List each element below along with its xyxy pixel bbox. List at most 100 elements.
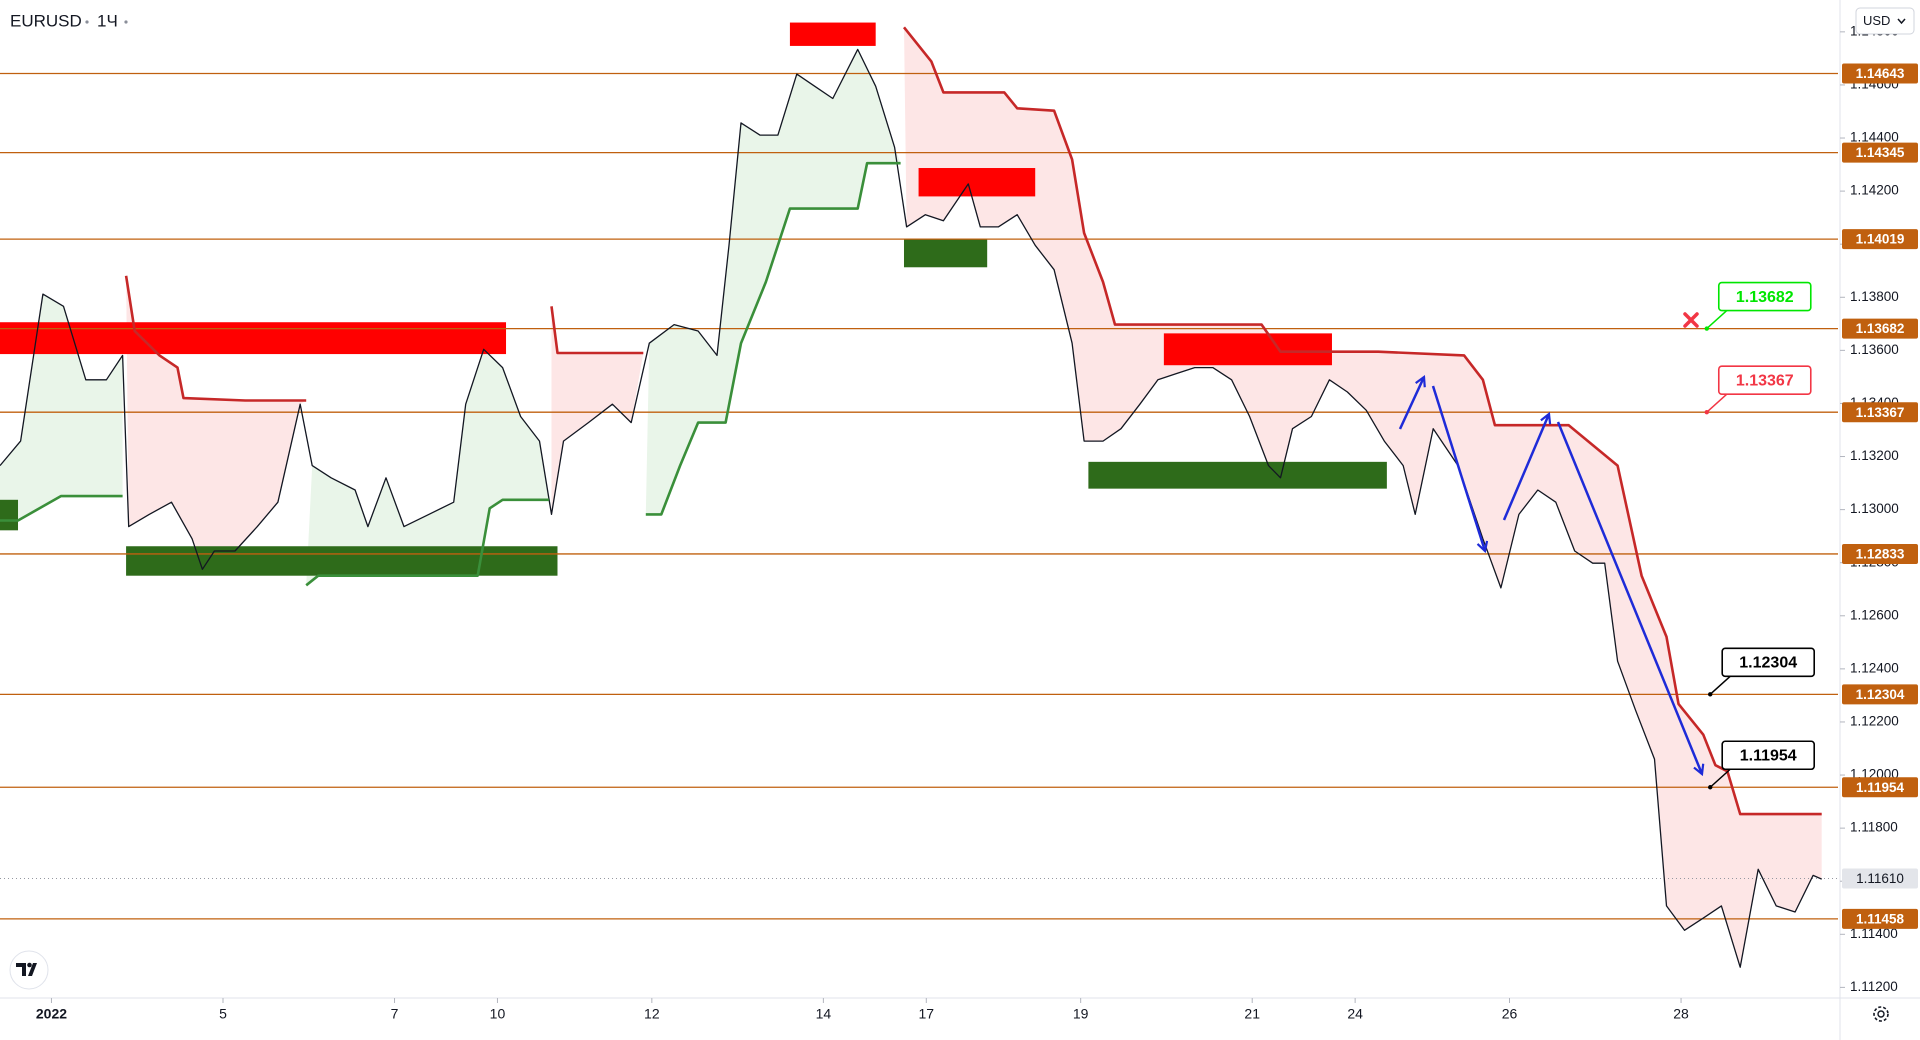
- y-tick-label: 1.11800: [1850, 820, 1898, 835]
- level-label: 1.14643: [1856, 66, 1905, 81]
- y-tick-label: 1.14200: [1850, 183, 1899, 198]
- zone: [903, 239, 988, 268]
- callout-label: 1.13682: [1736, 289, 1794, 306]
- x-tick-label: 12: [644, 1006, 660, 1022]
- annotation-arrows: [1398, 377, 1702, 774]
- level-label: 1.11954: [1856, 780, 1905, 795]
- level-label-box: [1842, 229, 1918, 250]
- time-axis: 2022 5 7 10 12 14 17 19 21 24 26 28: [36, 998, 1689, 1022]
- zone: [1088, 461, 1387, 489]
- callout-label: 1.13367: [1736, 372, 1794, 389]
- trend-fill: [645, 49, 901, 515]
- arrow: [1556, 421, 1702, 774]
- y-tick-label: 1.13200: [1850, 448, 1899, 463]
- trend-fill: [0, 294, 123, 521]
- x-tick-label: 10: [490, 1006, 506, 1022]
- level-label: 1.12304: [1856, 687, 1905, 702]
- callout-connector: [1709, 768, 1731, 788]
- currency-button[interactable]: USD: [1855, 7, 1915, 35]
- arrow: [1431, 385, 1485, 551]
- zone: [0, 322, 507, 355]
- separator-dot: [85, 20, 89, 24]
- x-tick-label: 5: [219, 1006, 227, 1022]
- callout-box: [1721, 740, 1816, 771]
- x-tick-label: 21: [1244, 1006, 1260, 1022]
- stop-line: [124, 26, 1822, 816]
- callout-anchor: [1708, 692, 1713, 697]
- stop-line: [0, 161, 901, 587]
- current-price-label: 1.11610: [1856, 871, 1904, 886]
- symbol-header: EURUSD 1Ч: [10, 11, 128, 30]
- zone: [918, 168, 1036, 197]
- x-tick-label: 14: [816, 1006, 832, 1022]
- arrow: [1398, 377, 1424, 430]
- price-line: [0, 48, 1822, 968]
- x-tick-label: 26: [1502, 1006, 1518, 1022]
- zone: [0, 499, 19, 531]
- callout-anchor: [1708, 785, 1713, 790]
- level-label: 1.14019: [1856, 232, 1905, 247]
- x-tick-label: 24: [1347, 1006, 1363, 1022]
- plot-area: [0, 22, 1838, 968]
- level-label-box: [1842, 318, 1918, 339]
- level-label-box: [1842, 142, 1918, 163]
- y-tick-label: 1.13800: [1850, 289, 1899, 304]
- y-tick-label: 1.13600: [1850, 342, 1899, 357]
- level-label: 1.11458: [1856, 911, 1905, 926]
- callout-label: 1.12304: [1739, 655, 1797, 672]
- trend-fill: [126, 275, 307, 570]
- settings-button[interactable]: [1873, 1006, 1889, 1022]
- x-tick-label: 2022: [36, 1006, 67, 1022]
- x-tick-label: 19: [1073, 1006, 1089, 1022]
- y-tick-label: 1.11200: [1850, 979, 1898, 994]
- current-price-box: [1842, 868, 1918, 889]
- x-tick-label: 28: [1673, 1006, 1689, 1022]
- trend-fill: [306, 349, 549, 586]
- level-label-box: [1842, 63, 1918, 84]
- zone: [126, 546, 558, 576]
- currency-button-box[interactable]: [1855, 7, 1915, 35]
- logo-mark: [16, 963, 37, 976]
- logo-dot: [27, 962, 32, 968]
- gear-inner: [1877, 1010, 1885, 1018]
- symbol: EURUSD: [10, 11, 82, 30]
- zone: [1163, 333, 1332, 366]
- callout-anchor: [1704, 326, 1709, 331]
- callout-label: 1.11954: [1740, 747, 1797, 764]
- separator-dot: [124, 20, 128, 24]
- arrow: [1502, 414, 1549, 521]
- gear-outer[interactable]: [1873, 1006, 1889, 1022]
- callout-anchor: [1704, 410, 1709, 415]
- y-tick-label: 1.11400: [1850, 926, 1898, 941]
- x-tick-label: 7: [391, 1006, 399, 1022]
- level-label-box: [1842, 543, 1918, 564]
- price-axis: 1.148001.146001.144001.142001.140001.138…: [1840, 23, 1918, 994]
- level-label: 1.13367: [1856, 405, 1905, 420]
- trend-fill: [904, 27, 1822, 968]
- callout-box: [1721, 647, 1816, 678]
- close-mark: [1683, 312, 1699, 328]
- chevron: [1897, 18, 1906, 25]
- level-label: 1.13682: [1856, 321, 1905, 336]
- callout-connector: [1706, 393, 1728, 413]
- callout-box: [1717, 365, 1812, 396]
- interval: 1Ч: [97, 11, 118, 30]
- callout-box: [1717, 281, 1812, 312]
- callout-connector: [1706, 310, 1728, 330]
- level-label-box: [1842, 777, 1918, 798]
- y-tick-label: 1.12200: [1850, 714, 1899, 729]
- y-tick-label: 1.12400: [1850, 660, 1899, 675]
- currency-label[interactable]: USD: [1863, 13, 1890, 28]
- y-tick-label: 1.14400: [1850, 130, 1899, 145]
- trend-fill: [551, 306, 644, 515]
- logo-badge[interactable]: [9, 950, 49, 990]
- y-tick-label: 1.12600: [1850, 607, 1899, 622]
- level-label-box: [1842, 908, 1918, 929]
- callout-connector: [1709, 675, 1731, 695]
- tradingview-logo[interactable]: [9, 950, 49, 990]
- y-tick-label: 1.13000: [1850, 501, 1899, 516]
- callouts: 1.13682 1.13367 1.12304 1.11954: [1704, 281, 1816, 790]
- level-label-box: [1842, 402, 1918, 423]
